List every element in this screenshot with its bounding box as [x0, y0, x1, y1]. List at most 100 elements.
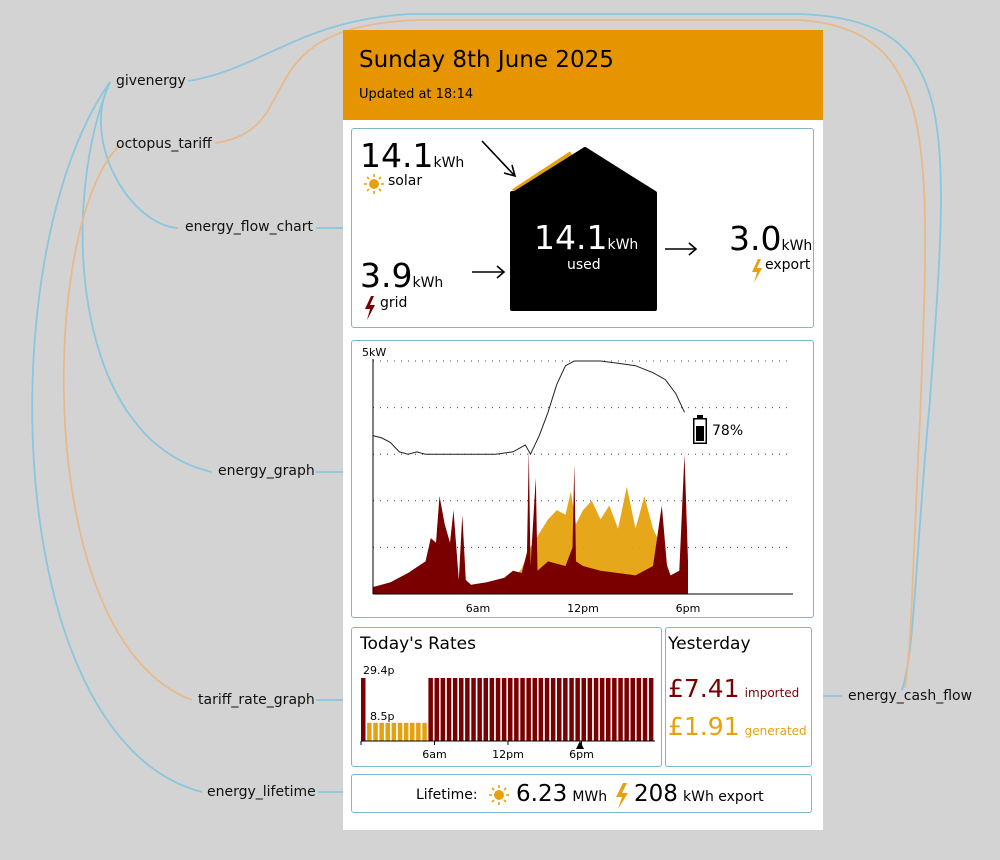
solar-panel	[511, 151, 573, 193]
leader-givenergy-to-cashflow	[187, 13, 942, 691]
rate-bar	[422, 722, 427, 741]
rate-bar	[593, 678, 599, 741]
leader-octopus-to-rates	[62, 144, 193, 701]
lifetime-solar-unit: MWh	[572, 789, 608, 805]
rate-bar	[526, 678, 531, 741]
rate-bar	[599, 678, 605, 741]
rate-bar	[416, 722, 421, 741]
grid-total: 3.9kWh	[360, 259, 443, 292]
generated-label: generated	[744, 724, 807, 738]
used-value: 14.1	[534, 218, 608, 257]
rate-bar	[508, 678, 513, 741]
x-tick-label: 12pm	[567, 602, 599, 615]
export-lightning-icon	[752, 259, 762, 283]
rate-bar	[373, 722, 378, 741]
rate-bar	[501, 678, 507, 741]
rate-low-label: 8.5p	[370, 710, 394, 723]
grid-series	[373, 449, 688, 594]
export-total: 3.0kWh	[729, 222, 812, 255]
export-arrow-head	[688, 242, 698, 256]
x-tick-label: 6am	[466, 602, 490, 615]
label-givenergy: givenergy	[116, 73, 186, 89]
imported-label: imported	[744, 686, 800, 700]
graph-series	[372, 360, 688, 594]
solar-total: 14.1kWh	[360, 139, 464, 172]
rate-bar	[367, 722, 372, 741]
rate-bar	[410, 722, 415, 741]
imported-value: £7.41	[668, 674, 740, 703]
rates-title: Today's Rates	[360, 634, 476, 654]
lifetime-export-value: 208	[634, 781, 678, 807]
label-energy-flow-chart: energy_flow_chart	[185, 219, 314, 235]
sun-icon	[364, 174, 384, 194]
solar-arrow	[481, 140, 515, 176]
leader-givenergy-to-graph	[81, 81, 213, 473]
x-tick-label: 6pm	[676, 602, 701, 615]
rate-bar	[544, 678, 550, 741]
flow-arrows	[472, 140, 698, 311]
rate-bar	[465, 678, 470, 741]
rate-x-tick-label: 12pm	[492, 748, 524, 761]
rate-bar	[550, 678, 556, 741]
solar-value: 14.1	[360, 136, 434, 175]
label-energy-lifetime: energy_lifetime	[207, 784, 316, 800]
label-octopus-tariff: octopus_tariff	[116, 136, 212, 152]
rate-bar	[575, 678, 580, 741]
export-label: export	[765, 257, 811, 273]
label-energy-graph: energy_graph	[218, 463, 315, 479]
rate-bar	[477, 678, 482, 741]
house-shape	[510, 147, 657, 311]
grid-arrow-head	[496, 265, 506, 279]
yesterday-title: Yesterday	[668, 634, 751, 654]
lifetime-label: Lifetime:	[416, 787, 478, 803]
battery-series	[372, 360, 685, 456]
solar-unit: kWh	[433, 155, 465, 171]
rate-bar	[391, 722, 397, 741]
solar-arrow-head	[503, 164, 517, 178]
grid-label: grid	[380, 295, 408, 311]
export-unit: kWh	[781, 238, 813, 254]
energy-graph: 5kW 6am 12pm 6pm 78%	[362, 346, 793, 615]
rate-bar	[489, 678, 495, 741]
energy-flow-card: 14.1kWh solar 3.9kWh grid 14.1kWh used	[351, 128, 814, 328]
lifetime-lightning-icon	[616, 783, 628, 809]
updated-time: Updated at 18:14	[359, 87, 474, 102]
rate-bar	[642, 678, 648, 741]
solar-label: solar	[388, 173, 423, 189]
rate-bar	[563, 678, 568, 741]
rate-bar	[532, 678, 537, 741]
rate-bar	[397, 722, 403, 741]
rate-bar	[587, 678, 593, 741]
rate-bar	[434, 678, 439, 741]
rate-high-label: 29.4p	[363, 664, 394, 677]
battery-percent: 78%	[712, 423, 743, 439]
battery-icon	[693, 415, 707, 444]
generated-value: £1.91	[668, 712, 740, 741]
rate-bar	[403, 722, 409, 741]
rate-bar	[538, 678, 544, 741]
rate-bar	[624, 678, 629, 741]
lifetime-export-unit: kWh export	[683, 789, 764, 805]
rate-bar	[440, 678, 446, 741]
rate-bar	[514, 678, 519, 741]
rates-x-ticks: 6am 12pm 6pm	[360, 741, 594, 761]
rate-bar	[446, 678, 452, 741]
tariff-rates-card: Today's Rates 29.4p 8.5p 6am 12pm 6pm	[351, 627, 662, 767]
label-tariff-rate-graph: tariff_rate_graph	[198, 692, 315, 708]
lifetime-sun-icon	[489, 785, 509, 805]
leader-givenergy-to-lifetime	[31, 81, 203, 793]
yesterday-card: Yesterday £7.41 imported £1.91 generated	[665, 627, 812, 767]
header-bar: Sunday 8th June 2025 Updated at 18:14	[343, 30, 823, 120]
rate-x-tick-label: 6pm	[569, 748, 594, 761]
export-value: 3.0	[729, 219, 782, 258]
energy-graph-card: 5kW 6am 12pm 6pm 78%	[351, 340, 814, 618]
generated-row: £1.91 generated	[668, 712, 807, 741]
lifetime-export: 208 kWh export	[634, 781, 764, 807]
rate-bar	[569, 678, 574, 741]
rate-bar	[557, 678, 562, 741]
rate-bar	[606, 678, 611, 741]
rate-bar	[459, 678, 464, 741]
rate-x-tick-label: 6am	[422, 748, 446, 761]
used-total: 14.1kWh	[534, 221, 638, 254]
leader-givenergy-to-flow	[100, 81, 179, 229]
